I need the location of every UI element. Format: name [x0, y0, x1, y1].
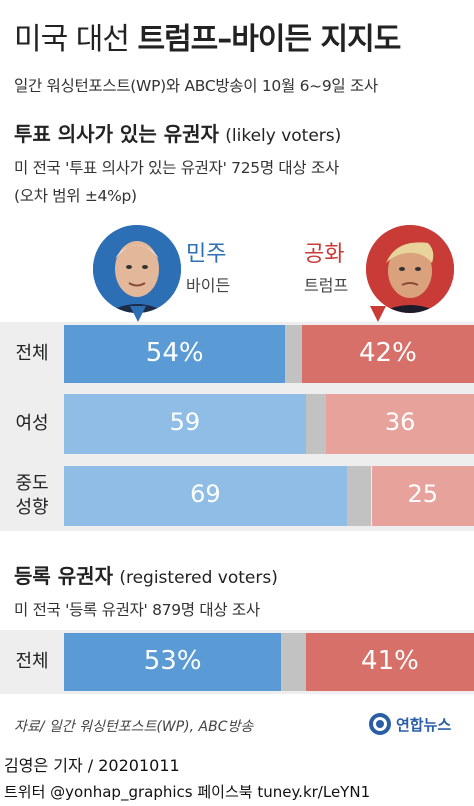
bar-trump	[301, 325, 474, 383]
value-label-trump: 36	[384, 408, 416, 436]
category-label-line1: 전체	[15, 343, 49, 364]
value-label-trump: 42%	[358, 338, 417, 368]
biden-face-icon	[93, 225, 181, 313]
bar-undecided	[285, 325, 302, 383]
category-label: 전체	[0, 342, 64, 366]
value-label-trump: 41%	[361, 646, 419, 676]
section1-note1: 미 전국 '투표 의사가 있는 유권자' 725명 대상 조사	[14, 159, 339, 177]
biden-portrait	[93, 225, 181, 313]
section2-title-ko: 등록 유권자	[14, 564, 113, 588]
category-label-line1: 여성	[15, 413, 49, 434]
legend-left-candidate: 바이든	[186, 276, 231, 295]
section2-title-en: (registered voters)	[119, 568, 278, 588]
value-label-biden: 69	[190, 480, 221, 508]
source-note: 자료/ 일간 워싱턴포스트(WP), ABC방송	[14, 719, 254, 735]
bar-trump	[371, 466, 474, 526]
page-subtitle: 일간 워싱턴포스트(WP)와 ABC방송이 10월 6~9일 조사	[14, 77, 378, 95]
value-label-trump: 25	[407, 480, 439, 508]
trump-pointer-icon	[370, 306, 386, 322]
bar-biden	[64, 394, 306, 454]
category-label-line1: 전체	[15, 651, 49, 672]
yonhap-logo-text: 연합뉴스	[396, 715, 452, 734]
bar-undecided	[281, 633, 306, 691]
bar-biden	[64, 325, 286, 383]
bar-biden	[64, 466, 347, 526]
section1-title-ko: 투표 의사가 있는 유권자	[14, 122, 219, 146]
yonhap-logo-icon	[369, 713, 391, 735]
value-label-biden: 53%	[143, 646, 202, 676]
bar-trump	[326, 394, 474, 454]
section1-title-en: (likely voters)	[225, 126, 342, 146]
section1-title: 투표 의사가 있는 유권자 (likely voters)	[14, 118, 341, 147]
value-label-biden: 54%	[145, 338, 204, 368]
section2-title: 등록 유권자 (registered voters)	[14, 560, 278, 589]
bar-trump	[305, 633, 474, 691]
title-plain: 미국 대선	[14, 22, 138, 57]
bar-undecided	[305, 394, 327, 454]
legend-right-candidate: 트럼프	[304, 276, 349, 295]
social-links: 트위터 @yonhap_graphics 페이스북 tuney.kr/LeYN1	[4, 783, 371, 801]
category-label-line2: 성향	[15, 497, 49, 518]
reporter-credit: 김영은 기자 / 20201011	[4, 756, 180, 775]
category-label-line1: 중도	[15, 473, 49, 494]
bar-undecided	[346, 466, 372, 526]
category-label: 여성	[0, 412, 64, 436]
category-label: 전체	[0, 650, 64, 674]
biden-pointer-icon	[130, 306, 146, 322]
section2-note1: 미 전국 '등록 유권자' 879명 대상 조사	[14, 601, 260, 619]
title-strong: 트럼프–바이든 지지도	[137, 22, 401, 57]
section1-note2: (오차 범위 ±4%p)	[14, 187, 137, 205]
value-label-biden: 59	[169, 408, 201, 436]
legend-left-party: 민주	[186, 242, 227, 267]
bar-biden	[64, 633, 282, 691]
legend-right-party: 공화	[304, 242, 345, 267]
yonhap-logo: 연합뉴스	[368, 711, 451, 737]
page-title: 미국 대선 트럼프–바이든 지지도	[14, 14, 401, 58]
